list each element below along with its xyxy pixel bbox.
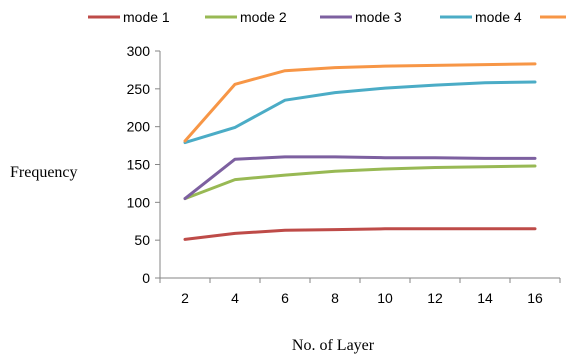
legend-label: mode 3 (355, 9, 402, 25)
series-line-mode-1 (183, 227, 537, 241)
x-tick-label: 10 (377, 290, 393, 306)
y-axis-title: Frequency (10, 164, 78, 181)
y-tick-label: 300 (127, 43, 151, 59)
legend-label: mode 2 (240, 9, 287, 25)
y-tick-label: 100 (127, 194, 151, 210)
y-tick-label: 50 (134, 232, 150, 248)
y-tick-label: 200 (127, 119, 151, 135)
y-tick-label: 250 (127, 81, 151, 97)
x-tick-label: 8 (331, 290, 339, 306)
x-tick-label: 2 (181, 290, 189, 306)
x-tick-label: 16 (527, 290, 543, 306)
x-axis: 2 4 6 8 10 12 14 16 (159, 277, 561, 306)
x-tick-label: 6 (281, 290, 289, 306)
legend-label: mode 1 (123, 9, 170, 25)
series-line-mode5 (183, 62, 537, 143)
y-tick-label: 0 (142, 270, 150, 286)
series-line-mode-2 (183, 164, 537, 201)
x-axis-title: No. of Layer (292, 337, 375, 354)
series-layer (183, 62, 537, 241)
x-tick-label: 4 (231, 290, 239, 306)
x-tick-label: 12 (427, 290, 443, 306)
series-line-mode-4 (183, 80, 537, 145)
series-line-mode-3 (183, 155, 537, 201)
legend-label: mode 4 (475, 9, 522, 25)
y-tick-label: 150 (127, 157, 151, 173)
y-axis: 0 50 100 150 200 250 300 (127, 43, 161, 286)
x-tick-label: 14 (477, 290, 493, 306)
